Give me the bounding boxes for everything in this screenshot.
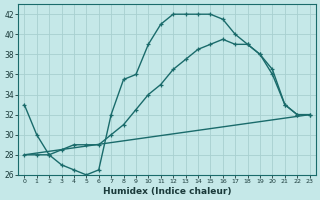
X-axis label: Humidex (Indice chaleur): Humidex (Indice chaleur) — [103, 187, 231, 196]
